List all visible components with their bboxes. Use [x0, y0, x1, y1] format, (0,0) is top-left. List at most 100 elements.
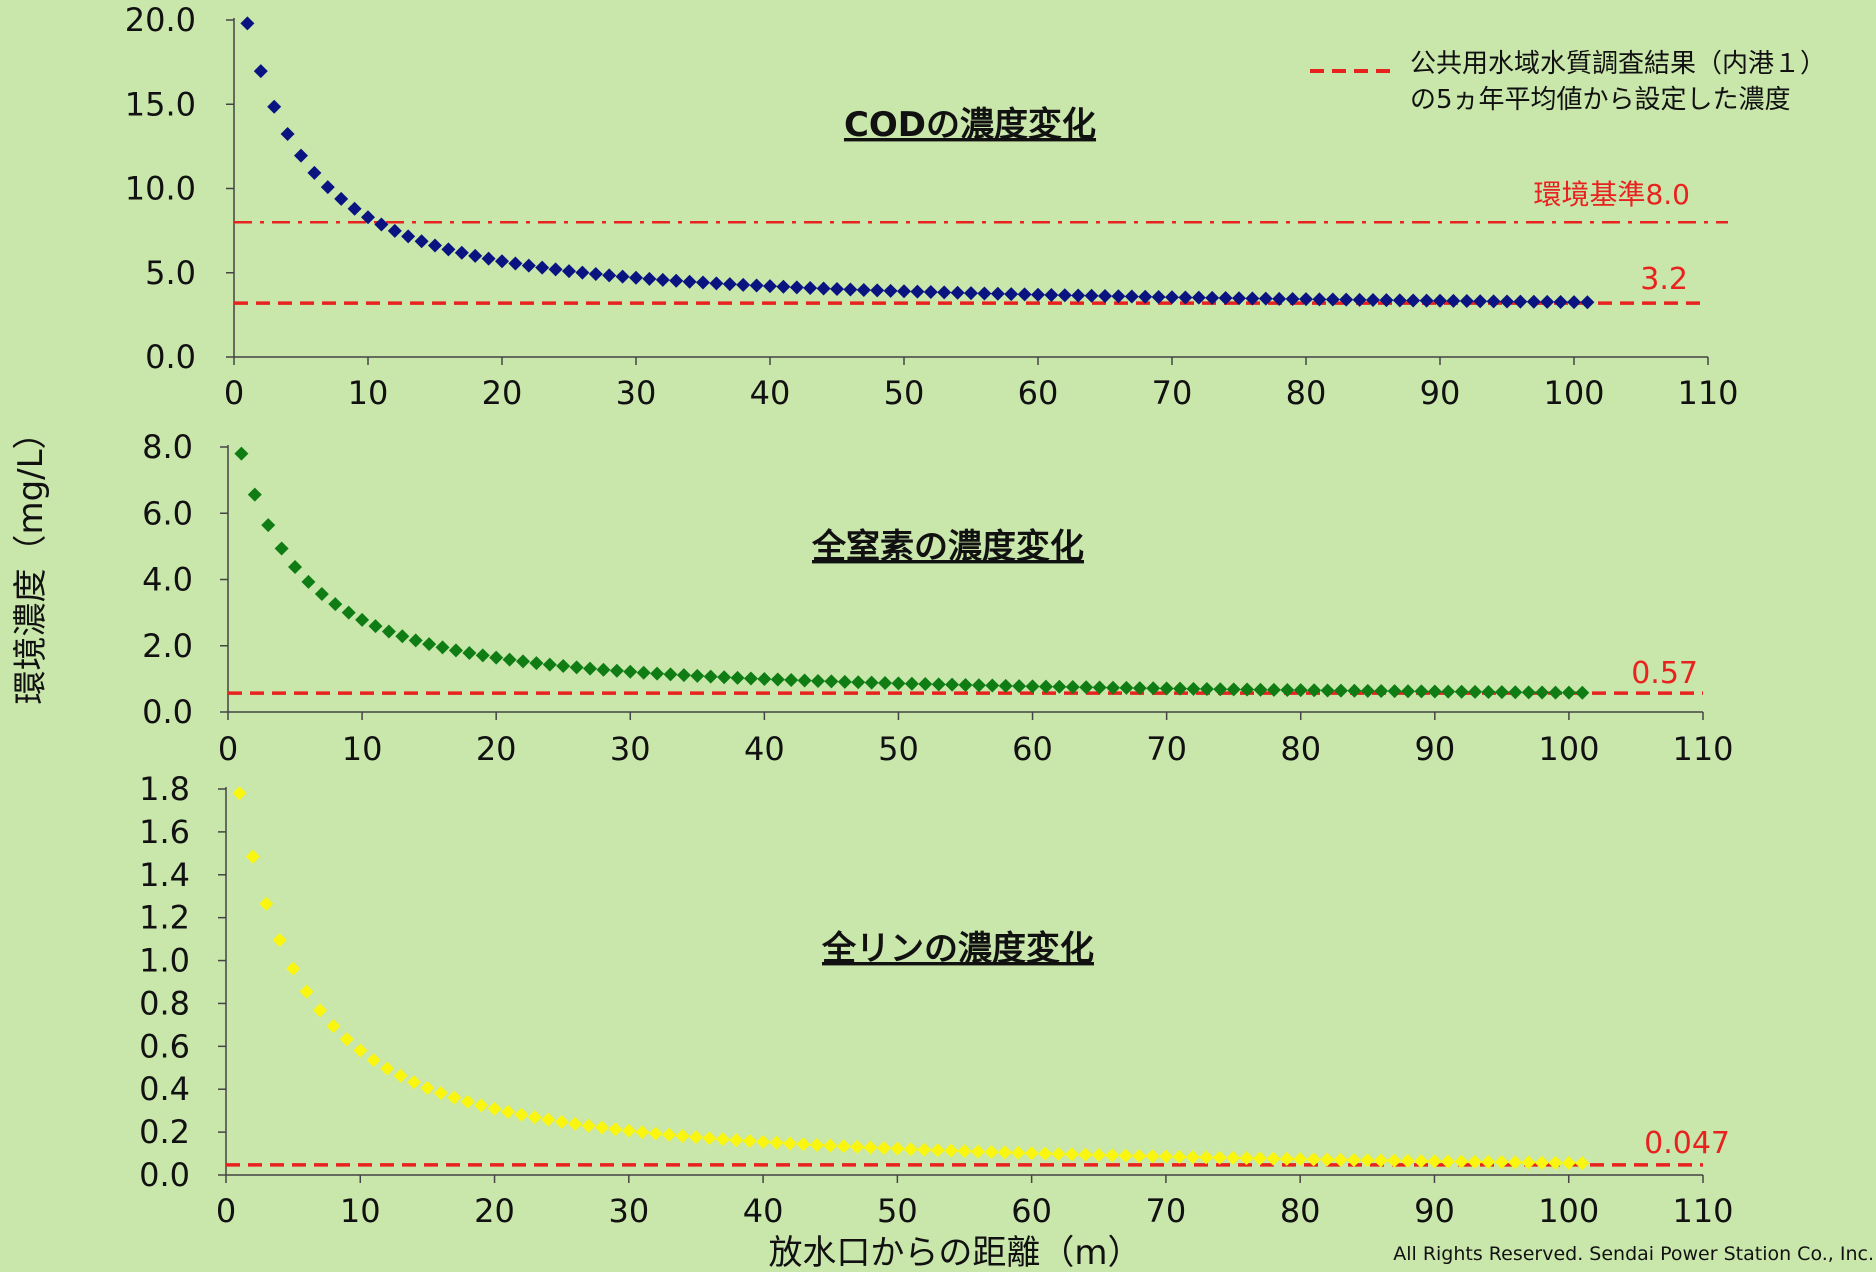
- data-point: [556, 659, 571, 674]
- y-tick-label: 0.0: [142, 693, 193, 731]
- x-tick-label: 90: [1420, 374, 1461, 412]
- data-point: [836, 1139, 851, 1154]
- data-point: [769, 1135, 784, 1150]
- data-point: [1360, 683, 1375, 698]
- data-point: [581, 1118, 596, 1133]
- data-point: [247, 487, 262, 502]
- data-point: [824, 674, 839, 689]
- data-point: [1387, 684, 1402, 699]
- data-point: [696, 275, 710, 290]
- data-point: [1280, 683, 1295, 698]
- data-point: [675, 1128, 690, 1143]
- data-point: [602, 268, 617, 283]
- data-point: [1138, 289, 1153, 304]
- data-point: [428, 238, 442, 253]
- y-tick-label: 2.0: [142, 627, 193, 665]
- data-point: [1218, 291, 1233, 306]
- data-point: [481, 251, 496, 266]
- x-tick-label: 80: [1280, 1192, 1321, 1230]
- data-point: [709, 276, 724, 291]
- data-point: [615, 269, 630, 284]
- data-point: [796, 1137, 811, 1152]
- x-tick-label: 20: [476, 730, 517, 768]
- data-point: [1111, 289, 1126, 304]
- x-tick-label: 10: [340, 1192, 381, 1230]
- data-point: [406, 1075, 421, 1090]
- data-point: [521, 258, 536, 273]
- data-point: [454, 245, 469, 260]
- data-point: [1226, 682, 1241, 697]
- x-tick-label: 90: [1414, 730, 1455, 768]
- data-point: [1178, 290, 1193, 305]
- reference-line-label: 3.2: [1640, 262, 1688, 297]
- data-point: [1366, 293, 1380, 308]
- chart-title: 全リンの濃度変化: [821, 929, 1094, 969]
- data-point: [272, 933, 287, 948]
- data-point: [355, 612, 370, 627]
- x-tick-label: 100: [1538, 1192, 1599, 1230]
- data-point: [474, 1098, 489, 1113]
- data-point: [1011, 1145, 1026, 1160]
- data-point: [809, 1137, 824, 1152]
- data-point: [502, 652, 517, 667]
- data-point: [1526, 294, 1541, 309]
- data-point: [703, 669, 718, 684]
- data-point: [1534, 1155, 1549, 1170]
- x-tick-label: 70: [1146, 730, 1187, 768]
- y-axis-label: 環境濃度（mg/L）: [11, 415, 51, 704]
- data-point: [883, 283, 898, 298]
- data-point: [998, 678, 1013, 693]
- data-point: [1379, 293, 1394, 308]
- data-point: [267, 99, 282, 114]
- y-tick-label: 0.6: [139, 1027, 190, 1065]
- data-point: [823, 1138, 838, 1153]
- data-point: [541, 1112, 556, 1127]
- data-point: [583, 661, 598, 676]
- data-point: [596, 662, 611, 677]
- data-point: [763, 279, 777, 294]
- data-point: [542, 657, 557, 672]
- data-point: [1333, 1152, 1348, 1167]
- data-point: [789, 280, 804, 295]
- x-tick-label: 0: [218, 730, 238, 768]
- data-point: [1025, 679, 1040, 694]
- data-point: [1092, 680, 1107, 695]
- data-point: [1427, 1154, 1442, 1169]
- data-point: [1347, 683, 1362, 698]
- data-point: [1307, 683, 1322, 698]
- x-tick-label: 0: [216, 1192, 236, 1230]
- x-tick-label: 60: [1018, 374, 1059, 412]
- data-point: [314, 587, 329, 602]
- x-tick-label: 90: [1414, 1192, 1455, 1230]
- y-tick-label: 15.0: [125, 85, 196, 123]
- data-point: [717, 670, 732, 685]
- data-point: [1387, 1153, 1402, 1168]
- data-point: [811, 673, 825, 688]
- chart-panel-3: 0.0 0.2 0.4 0.6 0.8 1.0 1.2 1.4 1.6 1.8 0 10 20 30 40 5…: [139, 770, 1733, 1230]
- x-tick-label: 40: [750, 374, 791, 412]
- x-tick-label: 70: [1146, 1192, 1187, 1230]
- x-tick-label: 110: [1672, 1192, 1733, 1230]
- data-point: [830, 282, 844, 297]
- data-point: [776, 279, 791, 294]
- data-point: [1521, 685, 1536, 700]
- plots: 0.05.010.015.020.00 10 20 30 40 50 60 70 80 90 100…: [125, 1, 1739, 1230]
- data-point: [1226, 1150, 1241, 1165]
- data-point: [655, 272, 670, 287]
- data-point: [1004, 287, 1019, 302]
- data-point: [1400, 1153, 1415, 1168]
- data-point: [816, 281, 831, 296]
- y-tick-label: 1.2: [139, 899, 190, 937]
- data-point: [803, 280, 818, 295]
- data-point: [1339, 292, 1354, 307]
- x-axis-label: 放水口からの距離（m）: [768, 1233, 1141, 1272]
- y-tick-label: 20.0: [125, 1, 196, 39]
- data-point: [958, 677, 973, 692]
- data-point: [366, 1053, 381, 1068]
- x-tick-label: 0: [224, 374, 244, 412]
- data-point: [1240, 682, 1255, 697]
- data-point: [756, 1134, 771, 1149]
- data-point: [1401, 684, 1415, 699]
- data-point: [743, 671, 758, 686]
